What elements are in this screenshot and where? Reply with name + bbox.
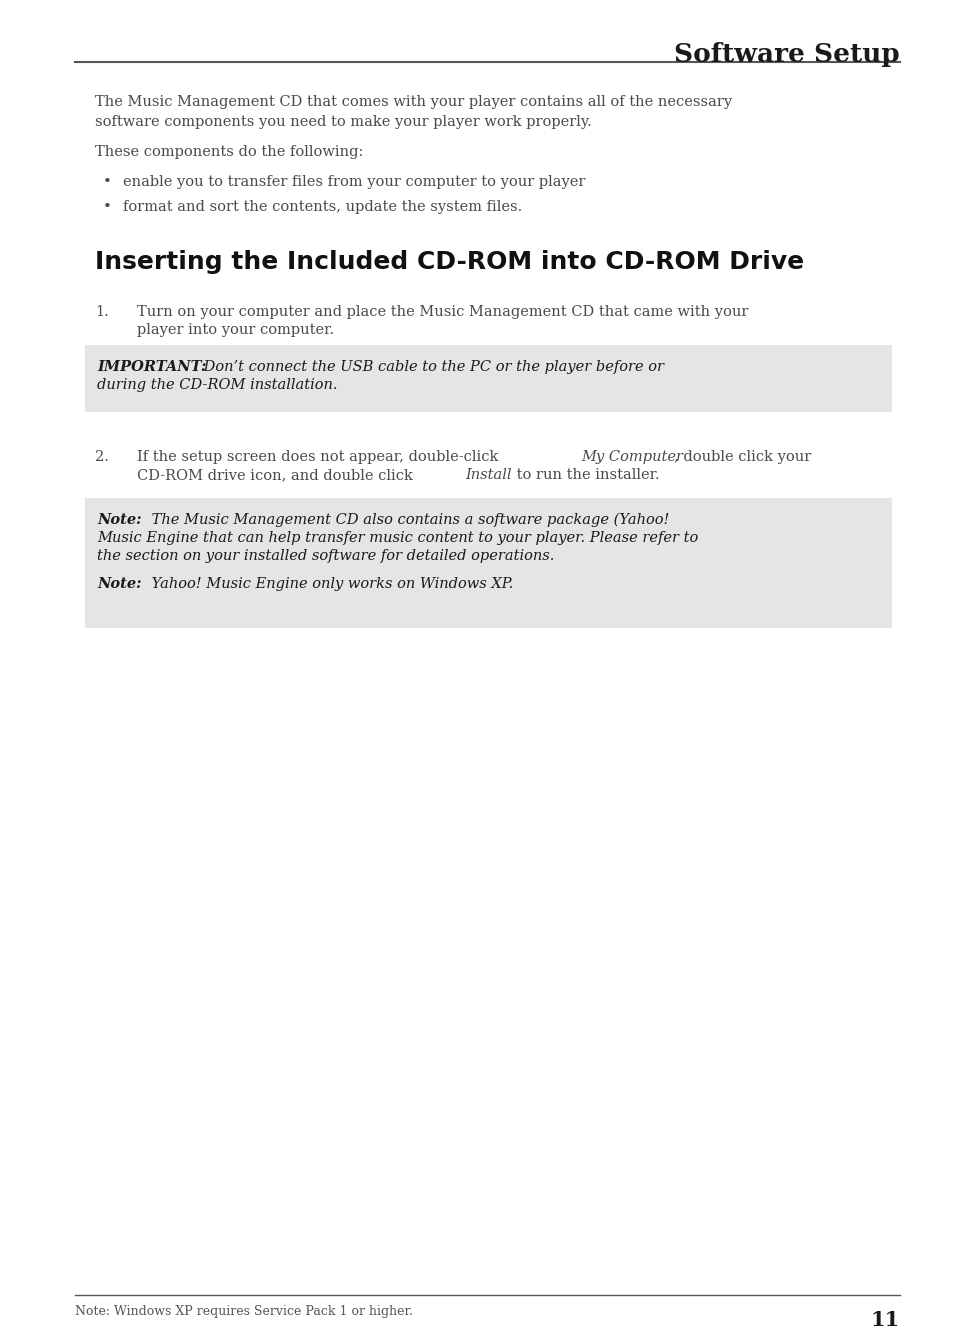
Bar	[85, 498, 891, 628]
Text: Yahoo! Music Engine only works on Windows XP.: Yahoo! Music Engine only works on Window…	[147, 578, 513, 591]
Text: software components you need to make your player work properly.: software components you need to make you…	[95, 115, 591, 129]
Bar	[85, 344, 891, 411]
Text: enable you to transfer files from your computer to your player: enable you to transfer files from your c…	[123, 176, 585, 189]
Text: IMPORTANT:: IMPORTANT:	[97, 360, 206, 374]
Text: These components do the following:: These components do the following:	[95, 145, 363, 159]
Text: The Music Management CD also contains a software package (Yahoo!: The Music Management CD also contains a …	[147, 513, 669, 528]
Text: format and sort the contents, update the system files.: format and sort the contents, update the…	[123, 200, 521, 214]
Text: , double click your: , double click your	[673, 450, 810, 464]
Text: Turn on your computer and place the Music Management CD that came with your: Turn on your computer and place the Musi…	[137, 306, 747, 319]
Text: Note:: Note:	[97, 513, 141, 527]
Text: My Computer: My Computer	[580, 450, 682, 464]
Text: CD-ROM drive icon, and double click: CD-ROM drive icon, and double click	[137, 468, 417, 482]
Text: Software Setup: Software Setup	[674, 42, 899, 67]
Text: If the setup screen does not appear, double-click: If the setup screen does not appear, dou…	[137, 450, 502, 464]
Text: Music Engine that can help transfer music content to your player. Please refer t: Music Engine that can help transfer musi…	[97, 531, 698, 545]
Text: Don’t connect the USB cable to the PC or the player before or: Don’t connect the USB cable to the PC or…	[199, 360, 663, 374]
Text: 2.: 2.	[95, 450, 109, 464]
Text: The Music Management CD that comes with your player contains all of the necessar: The Music Management CD that comes with …	[95, 95, 731, 109]
Text: Note: Windows XP requires Service Pack 1 or higher.: Note: Windows XP requires Service Pack 1…	[75, 1305, 413, 1319]
Text: the section on your installed software for detailed operations.: the section on your installed software f…	[97, 549, 554, 563]
Text: 11: 11	[870, 1311, 899, 1331]
Text: 1.: 1.	[95, 306, 109, 319]
Text: to run the installer.: to run the installer.	[512, 468, 659, 482]
Text: •: •	[103, 200, 112, 214]
Text: Install: Install	[464, 468, 511, 482]
Text: Inserting the Included CD-ROM into CD-ROM Drive: Inserting the Included CD-ROM into CD-RO…	[95, 251, 803, 273]
Text: player into your computer.: player into your computer.	[137, 323, 334, 336]
Text: during the CD-ROM installation.: during the CD-ROM installation.	[97, 378, 337, 393]
Text: •: •	[103, 176, 112, 189]
Text: Note:: Note:	[97, 578, 141, 591]
